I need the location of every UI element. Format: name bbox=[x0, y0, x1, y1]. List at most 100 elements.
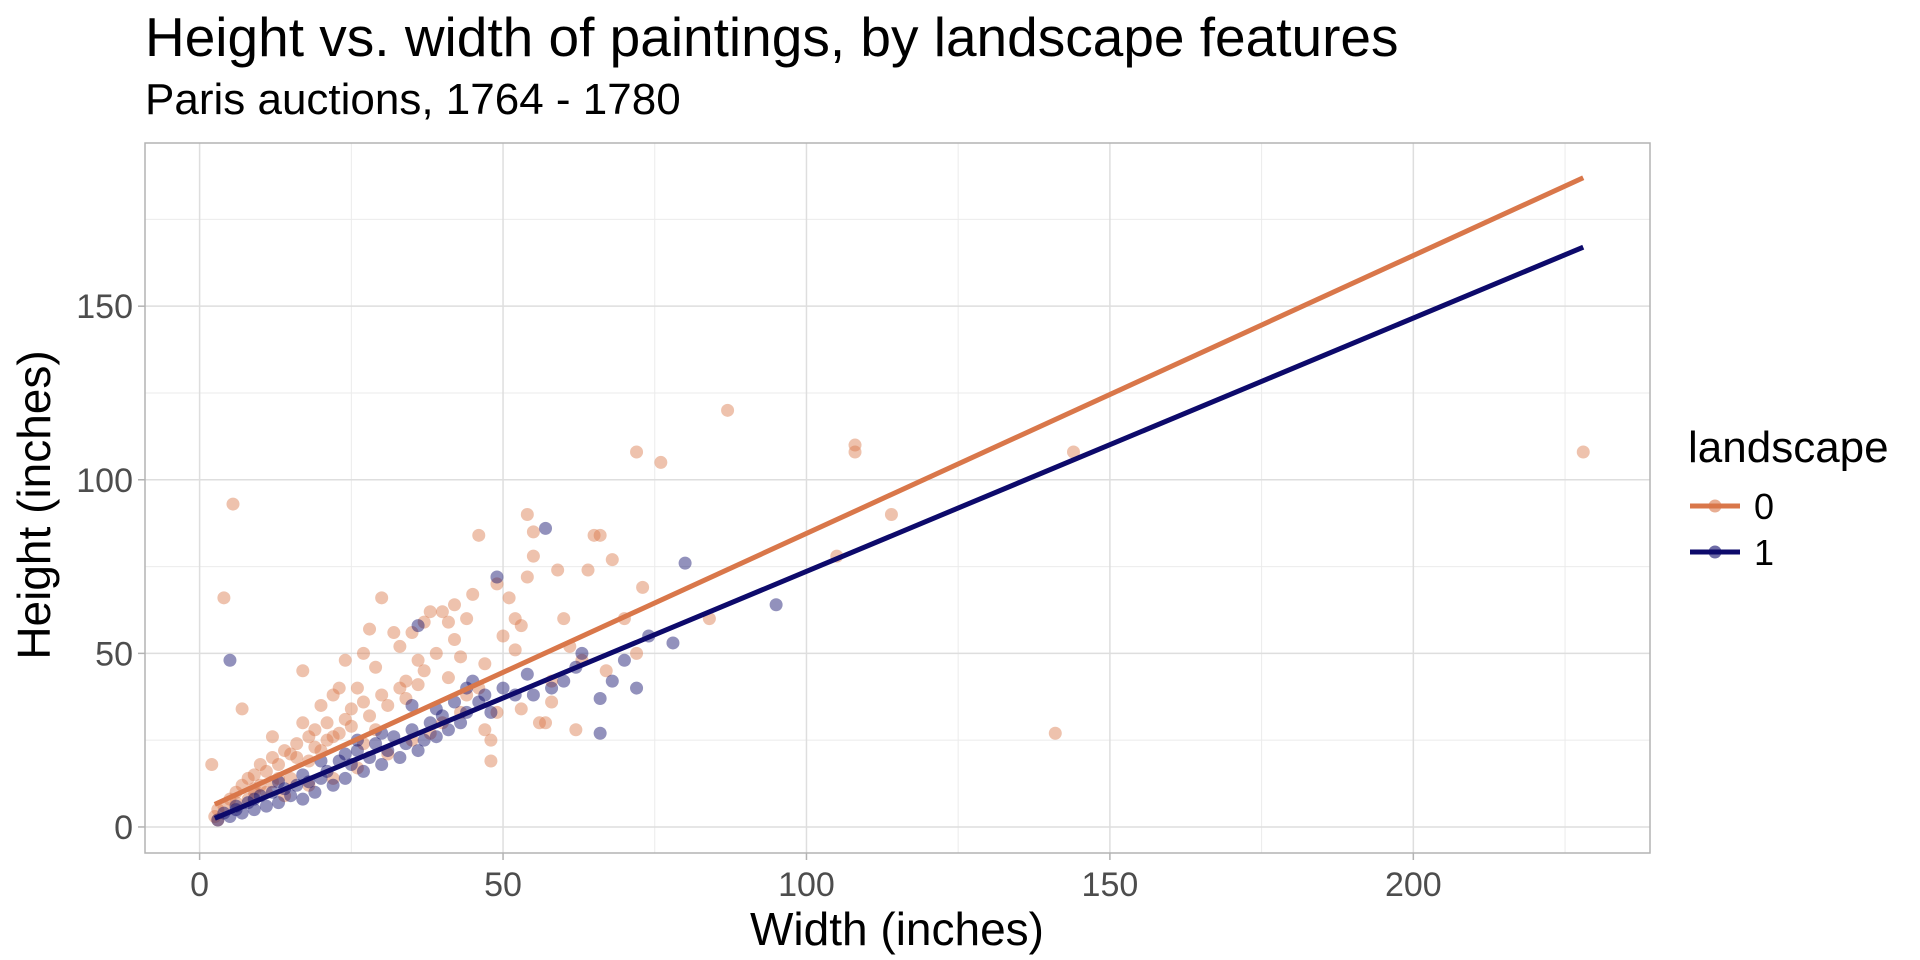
data-point-series-0 bbox=[302, 730, 316, 744]
data-point-series-0 bbox=[478, 723, 492, 737]
data-point-series-0 bbox=[399, 692, 413, 706]
data-point-series-0 bbox=[526, 549, 540, 563]
data-point-series-1 bbox=[356, 764, 370, 778]
data-point-series-0 bbox=[545, 695, 559, 709]
data-point-series-1 bbox=[605, 674, 619, 688]
data-point-series-0 bbox=[272, 757, 286, 771]
data-point-series-0 bbox=[417, 615, 431, 629]
data-point-series-0 bbox=[320, 716, 334, 730]
data-point-series-0 bbox=[411, 678, 425, 692]
data-point-series-1 bbox=[678, 556, 692, 570]
x-tick-label: 200 bbox=[1385, 866, 1442, 904]
legend-title: landscape bbox=[1688, 423, 1889, 472]
legend-items: 01 bbox=[1690, 486, 1774, 573]
data-point-series-0 bbox=[551, 563, 565, 577]
data-point-series-0 bbox=[599, 664, 613, 678]
data-point-series-0 bbox=[587, 528, 601, 542]
data-point-series-0 bbox=[508, 612, 522, 626]
data-point-series-1 bbox=[284, 789, 298, 803]
data-point-series-1 bbox=[545, 681, 559, 695]
data-point-series-0 bbox=[435, 605, 449, 619]
data-point-series-0 bbox=[235, 702, 249, 716]
data-point-series-1 bbox=[338, 771, 352, 785]
data-point-series-0 bbox=[460, 612, 474, 626]
data-point-series-0 bbox=[241, 771, 255, 785]
y-axis-title: Height (inches) bbox=[8, 350, 60, 659]
data-point-series-0 bbox=[253, 757, 267, 771]
data-point-series-0 bbox=[405, 626, 419, 640]
data-point-series-1 bbox=[557, 674, 571, 688]
data-point-series-0 bbox=[1066, 445, 1080, 459]
data-point-series-1 bbox=[769, 598, 783, 612]
data-point-series-1 bbox=[429, 730, 443, 744]
data-point-series-1 bbox=[478, 688, 492, 702]
data-point-series-0 bbox=[326, 730, 340, 744]
y-axis-ticks: 0 50 100 150 bbox=[76, 288, 145, 847]
data-point-series-0 bbox=[284, 771, 298, 785]
data-point-series-1 bbox=[259, 799, 273, 813]
data-point-series-0 bbox=[290, 751, 304, 765]
data-point-series-0 bbox=[490, 577, 504, 591]
data-point-series-1 bbox=[539, 521, 553, 535]
data-point-series-0 bbox=[338, 712, 352, 726]
y-tick-label: 100 bbox=[76, 462, 133, 500]
data-point-series-0 bbox=[393, 681, 407, 695]
data-point-series-0 bbox=[363, 709, 377, 723]
data-point-series-0 bbox=[721, 403, 735, 417]
grid-lines bbox=[145, 143, 1650, 853]
data-point-series-0 bbox=[344, 702, 358, 716]
data-point-series-0 bbox=[363, 622, 377, 636]
data-point-series-1 bbox=[593, 692, 607, 706]
data-point-series-0 bbox=[581, 563, 595, 577]
data-point-series-0 bbox=[472, 528, 486, 542]
data-point-series-0 bbox=[411, 653, 425, 667]
data-point-series-0 bbox=[332, 681, 346, 695]
legend-label: 0 bbox=[1754, 486, 1774, 527]
data-point-series-0 bbox=[369, 660, 383, 674]
data-point-series-0 bbox=[393, 639, 407, 653]
data-point-series-0 bbox=[332, 726, 346, 740]
data-point-series-0 bbox=[630, 445, 644, 459]
data-point-series-0 bbox=[417, 664, 431, 678]
data-point-series-1 bbox=[593, 726, 607, 740]
data-point-series-1 bbox=[666, 636, 680, 650]
data-point-series-1 bbox=[272, 796, 286, 810]
data-point-series-0 bbox=[502, 591, 516, 605]
data-point-series-0 bbox=[429, 646, 443, 660]
data-point-series-1 bbox=[617, 653, 631, 667]
data-point-series-1 bbox=[417, 733, 431, 747]
data-point-series-0 bbox=[526, 525, 540, 539]
data-point-series-0 bbox=[217, 591, 231, 605]
data-point-series-1 bbox=[526, 688, 540, 702]
data-point-series-1 bbox=[369, 737, 383, 751]
data-point-series-0 bbox=[484, 733, 498, 747]
data-point-series-1 bbox=[393, 751, 407, 765]
data-point-series-0 bbox=[484, 754, 498, 768]
fit-line-series-0 bbox=[213, 175, 1585, 807]
data-point-series-1 bbox=[350, 744, 364, 758]
data-point-series-0 bbox=[454, 650, 468, 664]
data-point-series-0 bbox=[314, 698, 328, 712]
legend-label: 1 bbox=[1754, 532, 1774, 573]
data-point-series-0 bbox=[326, 771, 340, 785]
data-point-series-0 bbox=[447, 632, 461, 646]
data-point-series-0 bbox=[1576, 445, 1590, 459]
data-point-series-1 bbox=[630, 681, 644, 695]
data-point-series-0 bbox=[520, 507, 534, 521]
data-point-series-0 bbox=[381, 698, 395, 712]
data-point-series-0 bbox=[356, 646, 370, 660]
data-point-series-0 bbox=[265, 730, 279, 744]
data-point-series-0 bbox=[259, 764, 273, 778]
legend-item-1: 1 bbox=[1690, 532, 1774, 573]
data-point-series-0 bbox=[320, 733, 334, 747]
data-point-series-0 bbox=[605, 553, 619, 567]
legend-key-point bbox=[1708, 545, 1722, 559]
data-point-series-1 bbox=[484, 705, 498, 719]
data-point-series-1 bbox=[247, 803, 261, 817]
data-point-series-1 bbox=[490, 570, 504, 584]
data-point-series-1 bbox=[375, 757, 389, 771]
x-tick-label: 0 bbox=[190, 866, 209, 904]
data-point-series-0 bbox=[447, 598, 461, 612]
data-point-series-0 bbox=[296, 664, 310, 678]
data-point-series-0 bbox=[490, 705, 504, 719]
